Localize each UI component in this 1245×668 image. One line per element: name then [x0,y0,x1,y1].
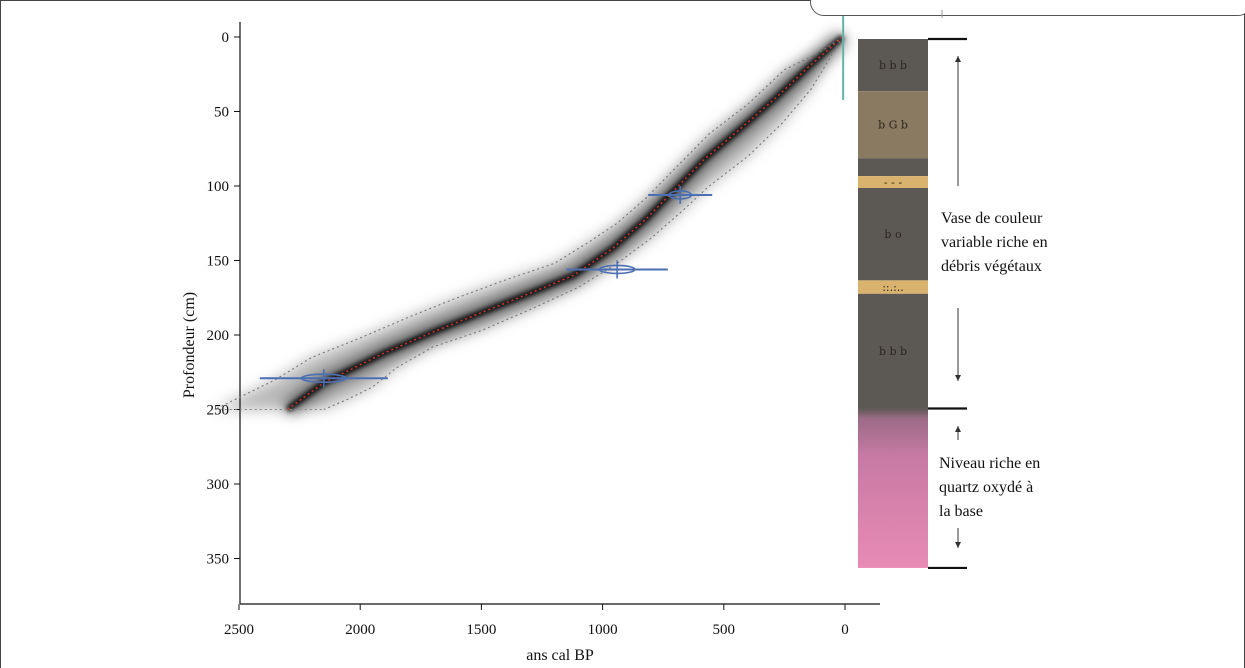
log-unit [858,39,928,92]
log-unit [858,293,928,409]
median-line [287,36,844,411]
description-line: quartz oxydé à [939,479,1034,496]
description-line: variable riche en [941,234,1048,251]
y-tick-label: 350 [207,552,230,568]
description-upper-unit: Vase de couleur variable riche en débris… [941,207,1048,279]
y-axis-title: Profondeur (cm) [181,292,198,398]
log-unit [858,91,928,159]
arrow-up-upper-head [955,56,961,62]
stratigraphic-log: b b bb G b- - -b o::.:..b b b [858,39,928,568]
description-line: Niveau riche en [939,455,1041,472]
y-tick-label: 50 [214,105,229,121]
log-unit [858,280,928,294]
x-tick-label: 2500 [224,622,254,638]
y-tick-label: 150 [207,254,230,270]
log-unit-symbols: ::.:.. [882,281,904,294]
log-unit [858,176,928,188]
y-tick-label: 300 [207,477,230,493]
log-unit [858,408,928,568]
x-tick-label: 0 [841,622,849,638]
description-line: débris végétaux [941,258,1042,275]
log-unit-symbols: b G b [878,119,908,132]
log-unit [858,158,928,177]
plot-area [214,16,848,416]
log-unit [858,188,928,281]
x-tick-label: 1000 [588,622,618,638]
log-unit-symbols: - - - [884,176,902,189]
log-unit-symbols: b o [884,228,902,241]
x-axis-ticks: 2500 2000 1500 1000 500 0 [224,604,849,638]
window-tab-outline [810,0,1245,16]
description-line: Vase de couleur [941,210,1043,227]
log-unit-symbols: b b b [879,59,907,72]
arrow-up-lower-head [955,426,961,432]
envelope-line-old [214,36,843,410]
x-tick-label: 500 [713,622,736,638]
envelope-line-young [323,36,844,411]
y-tick-label: 0 [222,30,230,46]
x-tick-label: 2000 [345,622,375,638]
description-line: la base [939,503,983,520]
y-tick-label: 100 [207,179,230,195]
arrow-down-lower-head [955,542,961,548]
log-unit-symbols: b b b [879,345,907,358]
description-lower-unit: Niveau riche en quartz oxydé à la base [939,452,1040,524]
y-tick-label: 200 [207,328,230,344]
x-axis-title: ans cal BP [526,647,594,664]
unit-brackets [928,37,967,570]
arrow-down-upper-head [955,375,961,381]
x-tick-label: 1500 [466,622,496,638]
uncertainty-cloud [214,37,843,410]
